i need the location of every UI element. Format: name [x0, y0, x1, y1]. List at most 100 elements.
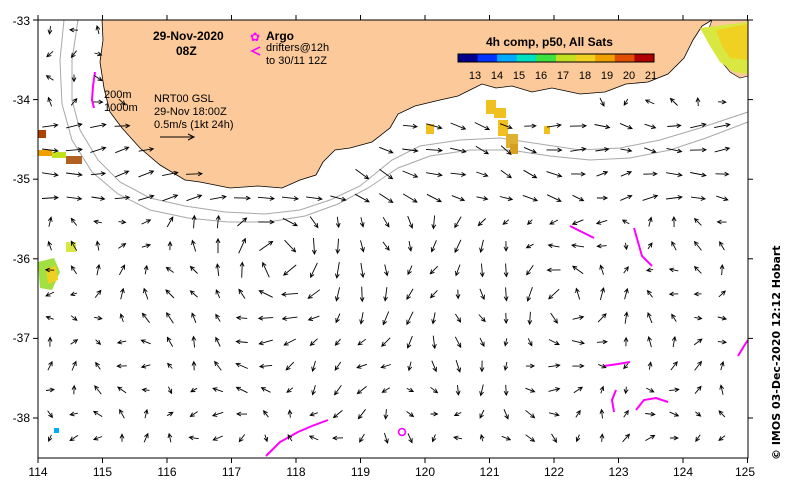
current-arrow — [644, 147, 657, 154]
current-arrow — [189, 265, 198, 274]
current-arrow — [623, 266, 629, 274]
current-arrow — [166, 411, 174, 417]
current-arrow — [95, 339, 102, 345]
current-arrow — [671, 215, 677, 228]
current-arrow — [118, 98, 126, 106]
current-arrow — [551, 433, 558, 443]
current-arrow — [429, 289, 438, 299]
current-arrow — [599, 385, 605, 394]
current-arrow — [503, 287, 509, 302]
current-arrow — [69, 291, 78, 297]
current-arrow — [141, 243, 152, 249]
current-arrow — [431, 434, 437, 443]
current-arrow — [455, 264, 461, 277]
current-arrow — [669, 387, 680, 393]
sst-patch-w4 — [38, 130, 46, 138]
current-arrow — [693, 240, 702, 251]
current-arrow — [624, 287, 629, 300]
current-arrow — [235, 386, 248, 394]
current-arrow — [260, 387, 271, 393]
current-arrow — [717, 339, 728, 345]
colorbar-tick: 17 — [557, 70, 569, 82]
current-arrow — [71, 74, 77, 83]
drifter-legend-icon — [250, 46, 261, 56]
current-arrow — [693, 338, 703, 346]
current-arrow — [93, 75, 103, 82]
colorbar-segment — [536, 54, 557, 62]
current-arrow — [597, 339, 608, 345]
current-arrow — [527, 311, 533, 326]
current-arrow — [45, 75, 54, 81]
current-arrow — [690, 122, 707, 129]
lon-tick: 120 — [415, 465, 435, 479]
current-arrow — [258, 363, 273, 369]
current-arrow — [70, 339, 79, 345]
scale-arrow — [160, 133, 196, 141]
current-arrow — [47, 216, 53, 227]
current-arrow — [430, 240, 437, 253]
current-arrow — [620, 171, 633, 177]
current-arrow — [403, 123, 418, 129]
current-arrow — [479, 433, 485, 442]
current-arrow — [119, 408, 125, 419]
colorbar-tick: 19 — [601, 70, 613, 82]
current-arrow — [670, 435, 679, 441]
lon-tick: 124 — [673, 465, 693, 479]
current-arrow — [599, 408, 605, 419]
current-arrow — [191, 335, 197, 348]
current-arrow — [642, 194, 659, 201]
current-arrow — [572, 315, 585, 320]
current-arrow — [406, 288, 414, 300]
current-arrow — [548, 387, 561, 392]
lat-tick: -38 — [13, 411, 31, 425]
current-arrow — [262, 261, 270, 278]
current-arrow — [573, 386, 584, 394]
current-arrow — [666, 147, 683, 154]
current-arrow — [621, 219, 630, 225]
current-arrow — [548, 363, 561, 369]
current-arrow — [477, 218, 487, 227]
current-arrow — [69, 435, 79, 442]
colorbar-segment — [575, 54, 596, 62]
current-arrow — [379, 193, 394, 203]
lon-tick: 119 — [351, 465, 370, 479]
lon-tick: 116 — [157, 465, 176, 479]
current-arrow — [718, 435, 726, 442]
current-arrow — [479, 239, 484, 254]
current-arrow — [356, 363, 368, 369]
current-arrow — [189, 290, 198, 298]
colorbar-tick: 21 — [645, 70, 657, 82]
current-arrow — [502, 219, 510, 225]
current-arrow — [215, 237, 221, 254]
current-arrow — [115, 146, 130, 154]
current-arrow — [119, 264, 126, 276]
colorbar-segment — [497, 54, 518, 62]
current-arrow — [238, 237, 246, 254]
current-arrow — [503, 361, 509, 371]
current-arrow — [283, 264, 297, 276]
current-arrow — [382, 311, 390, 326]
current-arrow — [429, 265, 439, 275]
current-arrow — [283, 338, 297, 346]
current-arrow — [454, 336, 462, 349]
current-arrow — [645, 434, 656, 441]
current-arrow — [575, 434, 581, 443]
current-arrow — [623, 409, 629, 418]
current-arrow — [599, 433, 605, 442]
current-arrow — [718, 99, 727, 105]
current-arrow — [95, 361, 101, 370]
current-arrow — [599, 264, 604, 275]
current-arrow — [357, 409, 366, 420]
current-arrow — [258, 290, 273, 298]
current-arrow — [118, 219, 127, 225]
current-arrow — [575, 409, 581, 418]
current-arrow — [120, 287, 125, 300]
current-arrow — [526, 286, 533, 302]
current-arrow — [162, 194, 179, 202]
current-arrow — [549, 219, 559, 225]
current-arrow — [623, 336, 629, 347]
current-arrow — [359, 433, 365, 443]
current-arrow — [334, 384, 342, 396]
lon-tick: 123 — [608, 465, 628, 479]
